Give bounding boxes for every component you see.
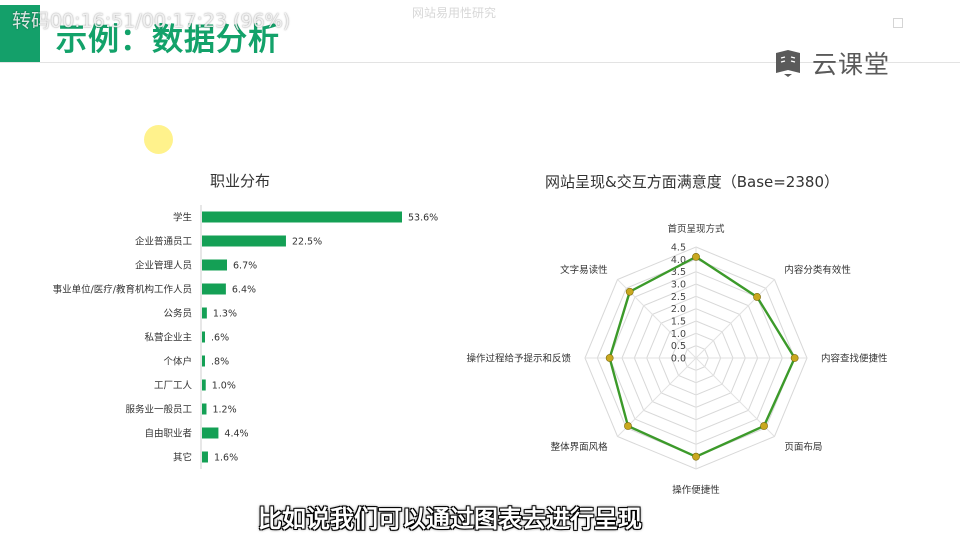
category-label: 事业单位/医疗/教育机构工作人员 [53, 284, 192, 296]
bar-value-label: 6.4% [232, 285, 256, 296]
brand-name: 云课堂 [812, 50, 891, 79]
radar-axis-label: 内容分类有效性 [784, 264, 851, 276]
bar [202, 451, 208, 463]
category-label: 自由职业者 [144, 428, 192, 440]
slide-title: 示例：数据分析 [56, 22, 280, 58]
bar [202, 283, 226, 295]
radar-data-point [625, 287, 634, 296]
radar-spoke [695, 279, 775, 359]
bar [202, 427, 219, 439]
category-label: 其它 [173, 452, 192, 464]
radar-axis-label: 操作过程给予提示和反馈 [466, 353, 571, 365]
bar-value-label: 22.5% [292, 237, 322, 248]
bar-value-label: .6% [211, 333, 229, 344]
category-label: 服务业一般员工 [125, 404, 192, 416]
category-label: 公务员 [163, 308, 192, 320]
radar-tick-label: 4.0 [671, 255, 686, 266]
radar-tick-label: 0.5 [671, 341, 686, 352]
bar-value-label: .8% [211, 357, 229, 368]
radar-tick-label: 2.5 [671, 292, 686, 303]
bar [202, 211, 402, 223]
cursor-highlight [144, 125, 173, 154]
category-label: 企业普通员工 [135, 236, 193, 248]
radar-axis-label: 操作便捷性 [672, 484, 720, 496]
radar-tick-label: 2.0 [671, 304, 686, 315]
maximize-icon [893, 18, 903, 28]
radar-data-point [605, 354, 614, 362]
category-label: 企业管理人员 [135, 260, 192, 272]
radar-data-point [790, 354, 799, 362]
bar [202, 235, 286, 247]
faded-window-tab: 网站易用性研究 [412, 6, 497, 20]
radar-axis-label: 文字易读性 [560, 264, 608, 276]
radar-data-point [760, 422, 768, 430]
transcode-status: 转码00:16:51/00:17:23 (96%) [12, 10, 291, 32]
brand-logo-group: 云课堂 [772, 45, 890, 81]
bar-value-label: 1.3% [213, 309, 237, 320]
category-label: 工厂工人 [154, 381, 193, 392]
bar-value-label: 6.7% [233, 261, 257, 272]
radar-axis-label: 整体界面风格 [551, 441, 609, 453]
radar-axis-label: 首页呈现方式 [667, 223, 725, 235]
bar [202, 355, 205, 367]
bar-chart-title: 职业分布 [210, 172, 270, 190]
bar-value-label: 4.4% [224, 429, 248, 440]
radar-tick-label: 3.0 [671, 280, 686, 291]
book-icon [776, 50, 800, 77]
video-subtitle: 比如说我们可以通过图表去进行呈现 [258, 505, 642, 533]
radar-axis-label: 页面布局 [784, 441, 822, 453]
bar [202, 331, 205, 343]
radar-data-point [692, 252, 700, 261]
bar [202, 259, 227, 271]
bar [202, 403, 207, 415]
radar-tick-label: 0.0 [671, 354, 686, 365]
title-accent-bar [0, 5, 40, 62]
bar [202, 379, 206, 391]
category-label: 学生 [173, 212, 193, 224]
bar-value-label: 1.0% [212, 381, 236, 392]
header-divider [0, 62, 960, 63]
category-label: 私营企业主 [144, 332, 192, 344]
radar-tick-label: 4.5 [671, 243, 686, 254]
radar-tick-label: 3.5 [671, 267, 686, 278]
satisfaction-radar-chart: 网站呈现&交互方面满意度（Base=2380） 0.0 0.51.01.5 2.02.… [466, 173, 888, 496]
radar-tick-label: 1.0 [671, 329, 686, 340]
bar-value-label: 53.6% [408, 213, 438, 224]
radar-data-point [692, 452, 700, 461]
category-label: 个体户 [163, 356, 192, 368]
radar-axis-label: 内容查找便捷性 [821, 353, 888, 365]
bar [202, 307, 207, 319]
bar-value-label: 1.2% [212, 405, 236, 416]
radar-chart-title: 网站呈现&交互方面满意度（Base=2380） [545, 173, 839, 191]
bar-value-label: 1.6% [214, 453, 238, 464]
radar-data-point [753, 293, 761, 301]
radar-tick-label: 1.5 [671, 317, 686, 328]
radar-data-point [624, 422, 632, 430]
